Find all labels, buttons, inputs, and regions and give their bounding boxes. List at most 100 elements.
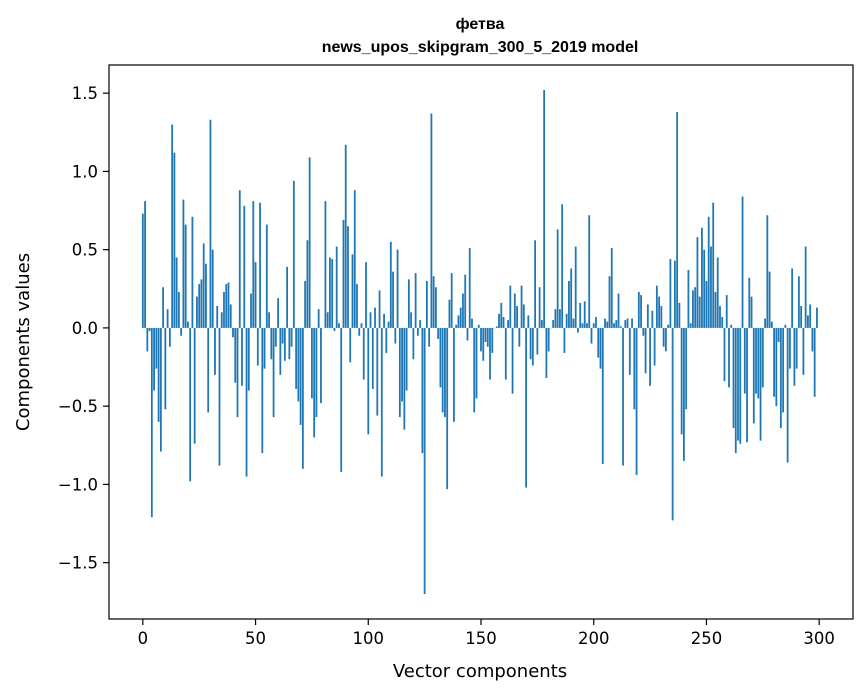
bar-component-108 (385, 327, 388, 353)
bar-component-200 (592, 323, 595, 328)
bar-series (141, 90, 818, 594)
bar-component-18 (182, 199, 185, 328)
bar-component-229 (658, 296, 661, 328)
bar-component-57 (270, 327, 273, 360)
bar-component-113 (396, 249, 399, 328)
bar-component-261 (730, 324, 733, 328)
bar-component-274 (759, 327, 762, 441)
bar-component-256 (719, 306, 721, 328)
bar-component-217 (631, 318, 633, 328)
chart-title-line-2: news_upos_skipgram_300_5_2019 model (322, 39, 639, 56)
bar-component-262 (732, 327, 735, 429)
bar-component-203 (599, 327, 602, 369)
bar-component-100 (367, 327, 370, 435)
bar-component-236 (673, 260, 676, 328)
bar-component-6 (155, 327, 158, 369)
bar-component-49 (252, 201, 255, 328)
bar-component-190 (570, 268, 573, 328)
bar-component-20 (187, 321, 189, 328)
bar-component-132 (439, 327, 442, 388)
y-tick-label: 1.0 (72, 162, 98, 181)
bar-component-227 (653, 327, 656, 366)
bar-component-41 (234, 327, 237, 383)
bar-component-265 (739, 327, 742, 444)
bar-component-277 (766, 215, 769, 328)
bar-component-177 (540, 320, 543, 328)
bar-component-258 (723, 327, 726, 382)
bar-component-242 (687, 270, 690, 328)
bar-component-115 (401, 327, 403, 402)
y-tick-label: −0.5 (58, 397, 98, 416)
bar-component-71 (301, 327, 304, 469)
bar-component-247 (698, 296, 701, 328)
bar-component-169 (522, 304, 525, 328)
bar-component-175 (536, 327, 539, 355)
y-tick-label: 0.0 (72, 319, 98, 338)
x-tick-label: 200 (578, 629, 610, 648)
bar-component-138 (453, 327, 455, 422)
bar-component-91 (347, 226, 349, 328)
bar-component-232 (664, 327, 667, 352)
bar-component-125 (423, 327, 426, 594)
bar-component-2 (146, 327, 149, 352)
bar-component-165 (513, 293, 516, 328)
bar-component-126 (425, 280, 428, 328)
bar-component-292 (800, 306, 803, 328)
bar-component-83 (329, 257, 331, 328)
bar-component-162 (507, 320, 509, 328)
bar-component-98 (362, 327, 365, 380)
bar-component-259 (725, 295, 728, 328)
bar-component-14 (173, 152, 176, 328)
bar-component-46 (245, 327, 248, 477)
bar-component-63 (283, 327, 286, 361)
bar-component-152 (484, 327, 487, 342)
bar-component-8 (159, 327, 162, 452)
x-axis-label: Vector components (393, 661, 567, 682)
bar-component-23 (193, 327, 196, 444)
bar-component-69 (297, 327, 300, 402)
bar-component-192 (574, 246, 577, 328)
bar-component-119 (410, 312, 413, 328)
bar-component-121 (414, 273, 417, 328)
bar-component-0 (141, 213, 144, 328)
bar-component-271 (752, 327, 755, 424)
bar-component-110 (389, 241, 392, 328)
bar-component-159 (500, 302, 503, 328)
bar-component-239 (680, 327, 683, 435)
bar-component-186 (561, 204, 564, 328)
bar-component-40 (232, 327, 234, 338)
bar-component-268 (746, 327, 748, 443)
bar-component-269 (748, 277, 751, 328)
bar-component-280 (773, 327, 775, 397)
bar-component-250 (705, 280, 708, 328)
x-tick-label: 300 (803, 629, 835, 648)
bar-component-70 (299, 327, 302, 425)
bar-component-142 (462, 293, 464, 328)
bar-component-68 (295, 327, 298, 389)
bar-component-117 (405, 327, 408, 391)
bar-component-147 (473, 327, 476, 413)
x-tick-label: 50 (245, 629, 266, 648)
bar-component-1 (144, 201, 146, 328)
bar-component-294 (804, 246, 807, 328)
bar-component-92 (349, 327, 352, 363)
bar-component-172 (529, 327, 532, 360)
bar-component-179 (545, 327, 548, 378)
bar-component-144 (466, 327, 469, 341)
bar-component-228 (655, 285, 658, 328)
bar-component-195 (581, 323, 584, 328)
bar-component-264 (737, 327, 739, 441)
bar-component-101 (369, 312, 372, 328)
bar-component-226 (651, 310, 654, 328)
bar-component-85 (333, 327, 336, 332)
bar-component-209 (613, 323, 615, 328)
bar-component-86 (335, 246, 338, 328)
bar-component-90 (344, 144, 347, 328)
bar-component-197 (586, 323, 588, 328)
bar-component-145 (468, 248, 471, 328)
bar-component-283 (779, 327, 782, 429)
bar-component-216 (628, 327, 631, 375)
bar-component-16 (177, 291, 180, 328)
bar-component-198 (588, 215, 591, 328)
bar-component-34 (218, 327, 221, 466)
